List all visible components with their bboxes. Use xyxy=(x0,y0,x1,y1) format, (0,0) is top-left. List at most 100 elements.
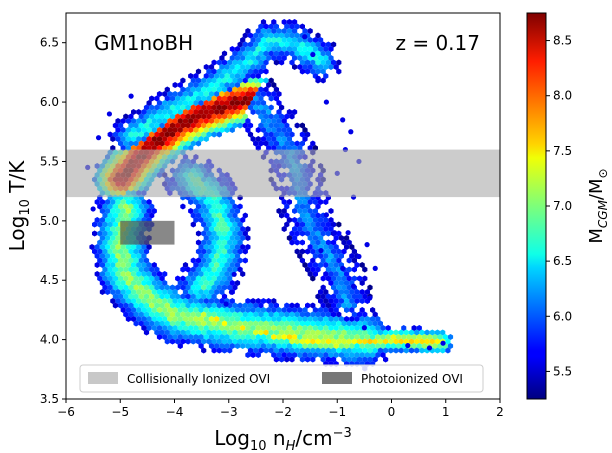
hex-cell xyxy=(99,253,105,259)
hex-cell xyxy=(227,221,233,228)
hex-cell xyxy=(128,113,134,120)
hex-cell xyxy=(320,293,326,300)
hex-cell xyxy=(169,293,176,300)
hex-cell xyxy=(110,262,116,268)
hex-cell xyxy=(286,325,292,331)
hex-cell xyxy=(175,329,181,336)
hex-cell xyxy=(156,271,163,277)
y-tick-label: 6.5 xyxy=(40,36,59,50)
hex-cell xyxy=(141,109,147,115)
hex-cell xyxy=(250,343,256,349)
hex-cell xyxy=(143,284,150,291)
hex-cell xyxy=(258,113,264,120)
hex-cell xyxy=(237,266,243,273)
hex-cell xyxy=(138,293,144,300)
hex-cell xyxy=(331,257,337,264)
hex-cell xyxy=(247,302,254,309)
hex-cell xyxy=(260,55,267,61)
hex-cell xyxy=(419,347,425,354)
hex-cell xyxy=(232,104,238,111)
hex-cell xyxy=(211,284,217,291)
hex-cell xyxy=(125,280,131,286)
hex-cell xyxy=(354,289,360,295)
hex-cell xyxy=(97,203,103,210)
hex-cell xyxy=(128,93,134,99)
hex-cell xyxy=(445,338,451,345)
hex-cell xyxy=(232,113,238,120)
panel-label: GM1noBH xyxy=(94,31,193,55)
hex-cell xyxy=(359,343,365,349)
hex-cell xyxy=(333,352,339,358)
hex-cell xyxy=(128,275,134,282)
hex-cell xyxy=(221,338,228,345)
hex-cell xyxy=(284,302,290,309)
hex-cell xyxy=(232,86,238,93)
hex-cell xyxy=(253,320,259,327)
hex-cell xyxy=(234,217,241,223)
hex-cell xyxy=(297,64,303,70)
hex-cell xyxy=(237,230,243,237)
hex-cell xyxy=(268,347,274,354)
hex-cell xyxy=(198,208,204,214)
hex-cell xyxy=(120,145,126,151)
hex-cell xyxy=(318,352,324,358)
hex-cell xyxy=(237,59,243,66)
hex-cell xyxy=(177,280,183,286)
hex-cell xyxy=(328,217,334,223)
hex-cell xyxy=(182,145,189,151)
hex-cell xyxy=(315,338,321,345)
hex-cell xyxy=(240,316,246,322)
hex-cell xyxy=(128,311,134,318)
hex-cell xyxy=(216,248,222,255)
hex-cell xyxy=(302,262,308,268)
hex-cell xyxy=(211,257,217,264)
hex-cell xyxy=(190,302,196,309)
hex-cell xyxy=(125,289,131,295)
hex-cell xyxy=(125,262,131,268)
hex-cell xyxy=(159,302,165,309)
hex-cell xyxy=(294,239,300,246)
hex-cell xyxy=(351,356,357,363)
hex-cell xyxy=(294,248,300,255)
hex-cell xyxy=(102,203,108,210)
hex-cell xyxy=(110,280,116,286)
hex-cell xyxy=(211,320,217,327)
hex-cell xyxy=(216,59,222,66)
hex-cell xyxy=(234,91,241,97)
hex-cell xyxy=(289,131,295,138)
hex-cell xyxy=(206,257,212,264)
hex-cell xyxy=(221,293,228,300)
hex-cell xyxy=(232,212,238,219)
hex-cell xyxy=(323,244,329,250)
hex-cell xyxy=(299,59,305,66)
hex-cell xyxy=(310,59,316,66)
hex-cell xyxy=(198,253,204,259)
hex-cell xyxy=(216,212,222,219)
hex-cell xyxy=(341,293,347,300)
hex-cell xyxy=(216,104,222,111)
hex-cell xyxy=(201,77,207,84)
hex-cell xyxy=(289,41,295,48)
hex-cell xyxy=(338,289,344,295)
hex-cell xyxy=(219,199,225,205)
hex-cell xyxy=(357,311,363,318)
hex-cell xyxy=(195,320,202,327)
hex-cell xyxy=(268,41,274,48)
hex-cell xyxy=(208,325,215,331)
hex-cell xyxy=(102,248,108,255)
hex-cell xyxy=(136,244,142,250)
hex-cell xyxy=(253,68,259,75)
hex-cell xyxy=(211,122,217,129)
hex-cell xyxy=(263,338,269,345)
hex-cell xyxy=(131,244,137,250)
hex-cell xyxy=(268,131,274,138)
hex-cell xyxy=(203,226,209,232)
hex-cell xyxy=(159,329,165,336)
hex-cell xyxy=(328,262,334,268)
hex-cell xyxy=(195,293,202,300)
hex-cell xyxy=(299,203,305,210)
hex-cell xyxy=(154,320,160,327)
hex-cell xyxy=(112,248,118,255)
hex-cell xyxy=(229,73,235,79)
hex-cell xyxy=(328,280,334,286)
